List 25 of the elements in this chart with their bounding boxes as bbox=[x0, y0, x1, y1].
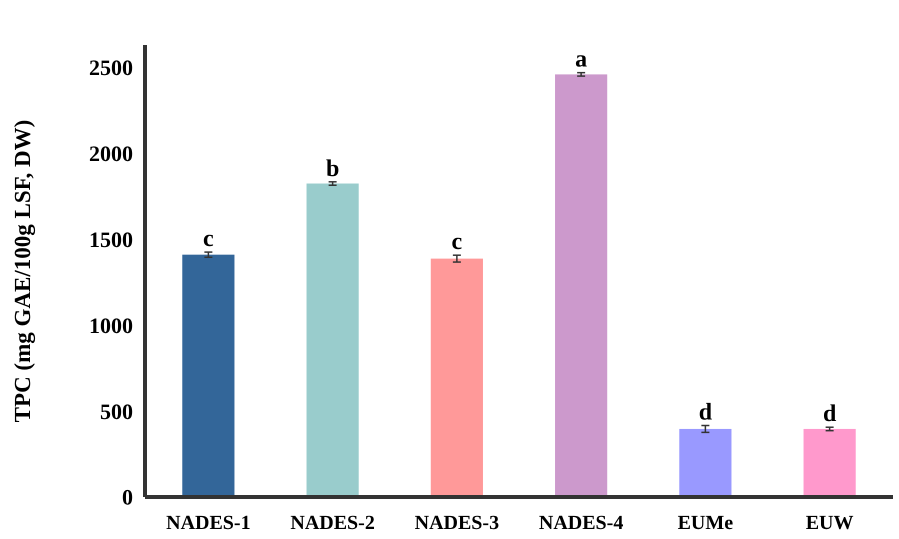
bar bbox=[555, 74, 608, 497]
annotation: c bbox=[203, 226, 214, 252]
x-tick-label: NADES-2 bbox=[290, 512, 375, 534]
y-tick-label: 1000 bbox=[89, 312, 133, 338]
x-tick-label: NADES-3 bbox=[414, 512, 500, 534]
bar bbox=[430, 258, 483, 497]
x-tick-label: EUW bbox=[806, 512, 854, 534]
y-axis-title: TPC (mg GAE/100g LSF, DW) bbox=[10, 120, 36, 422]
y-tick-label: 2000 bbox=[89, 140, 133, 166]
annotation: d bbox=[698, 400, 713, 426]
annotation: d bbox=[822, 401, 837, 428]
bar bbox=[804, 428, 856, 497]
x-tick-label: NADES-4 bbox=[538, 512, 624, 534]
y-tick-label: 1500 bbox=[89, 226, 133, 252]
annotation: b bbox=[326, 156, 340, 182]
y-tick-label: 0 bbox=[122, 484, 133, 510]
y-tick-label: 2500 bbox=[89, 55, 133, 80]
bar bbox=[306, 184, 359, 497]
x-tick-label: EUMe bbox=[678, 512, 734, 534]
bar bbox=[679, 428, 732, 497]
bar bbox=[182, 254, 234, 497]
annotation: a bbox=[575, 46, 588, 73]
annotation: c bbox=[452, 229, 463, 256]
x-tick-label: NADES-1 bbox=[166, 512, 251, 534]
y-tick-label: 500 bbox=[100, 398, 133, 424]
